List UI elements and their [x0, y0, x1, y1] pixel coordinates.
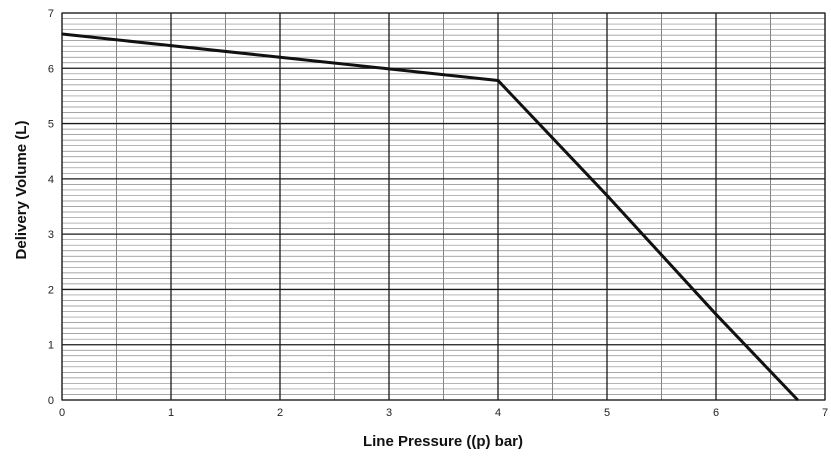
minor-gridlines	[62, 13, 825, 400]
data-point	[715, 313, 717, 316]
x-tick-label: 4	[495, 407, 501, 419]
plot-frame	[61, 12, 826, 401]
data-point	[497, 79, 499, 82]
y-tick-label: 5	[48, 119, 54, 131]
data-point	[61, 33, 63, 35]
y-tick-label: 3	[48, 229, 54, 241]
x-tick-label: 7	[822, 407, 828, 419]
data-point	[388, 68, 390, 70]
y-tick-label: 1	[48, 340, 54, 352]
series-layer	[61, 32, 799, 402]
x-tick-label: 0	[59, 407, 65, 419]
x-tick-label: 3	[386, 407, 392, 419]
series-line	[61, 32, 799, 402]
y-tick-label: 7	[48, 8, 54, 20]
y-axis-title: Delivery Volume (L)	[13, 121, 30, 260]
data-point	[170, 44, 172, 47]
x-axis-title: Line Pressure ((p) bar)	[363, 433, 523, 450]
data-point	[606, 194, 608, 197]
y-tick-label: 2	[48, 284, 54, 296]
x-tick-label: 5	[604, 407, 610, 419]
data-point	[796, 399, 799, 401]
x-tick-label: 6	[713, 407, 719, 419]
y-tick-labels: 0 1 2 3 4 5 6 7	[48, 8, 54, 407]
x-tick-label: 2	[277, 407, 283, 419]
y-tick-label: 6	[48, 63, 54, 75]
y-tick-label: 4	[48, 174, 54, 186]
x-tick-labels: 0 1 2 3 4 5 6 7	[59, 407, 828, 419]
data-point	[279, 56, 281, 59]
x-tick-label: 1	[168, 407, 174, 419]
y-tick-label: 0	[48, 395, 54, 407]
